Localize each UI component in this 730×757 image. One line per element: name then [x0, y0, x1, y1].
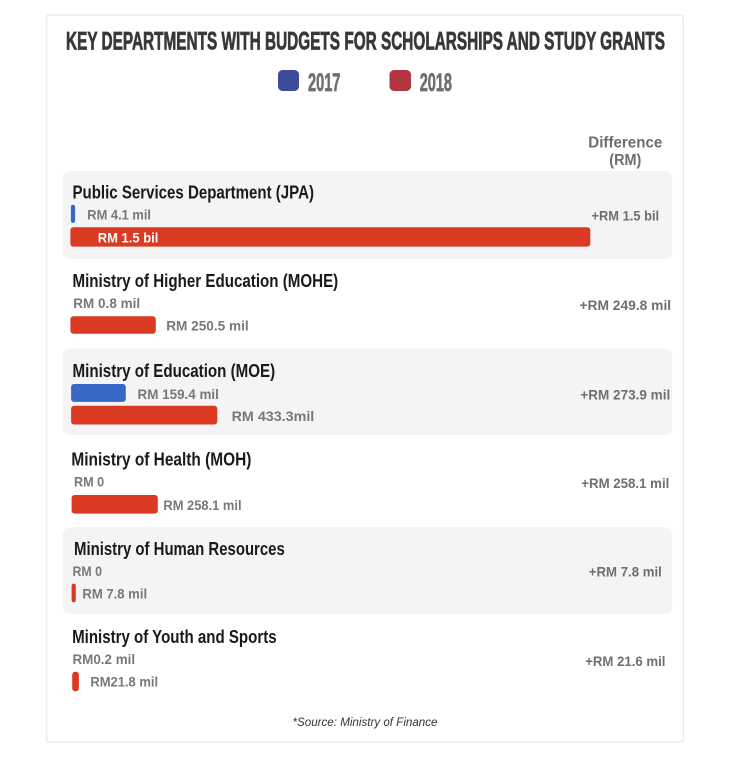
svg-text:RM 1.5 bil: RM 1.5 bil	[98, 230, 159, 246]
svg-text:Ministry of Youth and Sports: Ministry of Youth and Sports	[72, 626, 277, 647]
svg-text:RM 0.8 mil: RM 0.8 mil	[73, 295, 140, 311]
svg-text:Difference: Difference	[588, 135, 662, 152]
svg-text:KEY DEPARTMENTS WITH BUDGETS F: KEY DEPARTMENTS WITH BUDGETS FOR SCHOLAR…	[66, 29, 665, 56]
svg-text:RM 258.1 mil: RM 258.1 mil	[163, 497, 241, 513]
svg-text:Ministry of Health (MOH): Ministry of Health (MOH)	[71, 449, 251, 470]
svg-text:(RM): (RM)	[609, 152, 641, 169]
svg-text:RM 433.3mil: RM 433.3mil	[232, 408, 315, 424]
svg-text:RM21.8 mil: RM21.8 mil	[90, 673, 158, 689]
svg-text:+RM 273.9 mil: +RM 273.9 mil	[580, 387, 670, 403]
svg-text:RM 7.8 mil: RM 7.8 mil	[82, 586, 147, 602]
svg-text:Ministry of Higher Education (: Ministry of Higher Education (MOHE)	[73, 270, 339, 291]
svg-text:Ministry of Education (MOE): Ministry of Education (MOE)	[73, 360, 276, 381]
svg-text:Ministry of Human Resources: Ministry of Human Resources	[74, 538, 285, 559]
svg-text:*Source: Ministry of Finance: *Source: Ministry of Finance	[293, 715, 438, 729]
svg-text:+RM 7.8 mil: +RM 7.8 mil	[589, 563, 662, 579]
svg-text:RM 159.4 mil: RM 159.4 mil	[138, 386, 219, 402]
svg-text:RM 0: RM 0	[73, 563, 103, 579]
svg-text:RM 4.1 mil: RM 4.1 mil	[87, 207, 151, 223]
svg-text:RM0.2 mil: RM0.2 mil	[73, 651, 136, 667]
svg-text:+RM 21.6 mil: +RM 21.6 mil	[585, 653, 665, 669]
svg-text:+RM 1.5 bil: +RM 1.5 bil	[592, 208, 660, 224]
svg-text:RM 0: RM 0	[74, 473, 104, 489]
svg-text:2017: 2017	[308, 69, 340, 97]
svg-text:Public Services Department (JP: Public Services Department (JPA)	[73, 182, 315, 203]
svg-text:+RM 258.1 mil: +RM 258.1 mil	[581, 475, 669, 491]
svg-text:+RM 249.8 mil: +RM 249.8 mil	[579, 297, 671, 313]
svg-text:2018: 2018	[420, 69, 452, 97]
svg-text:RM 250.5 mil: RM 250.5 mil	[166, 318, 249, 334]
